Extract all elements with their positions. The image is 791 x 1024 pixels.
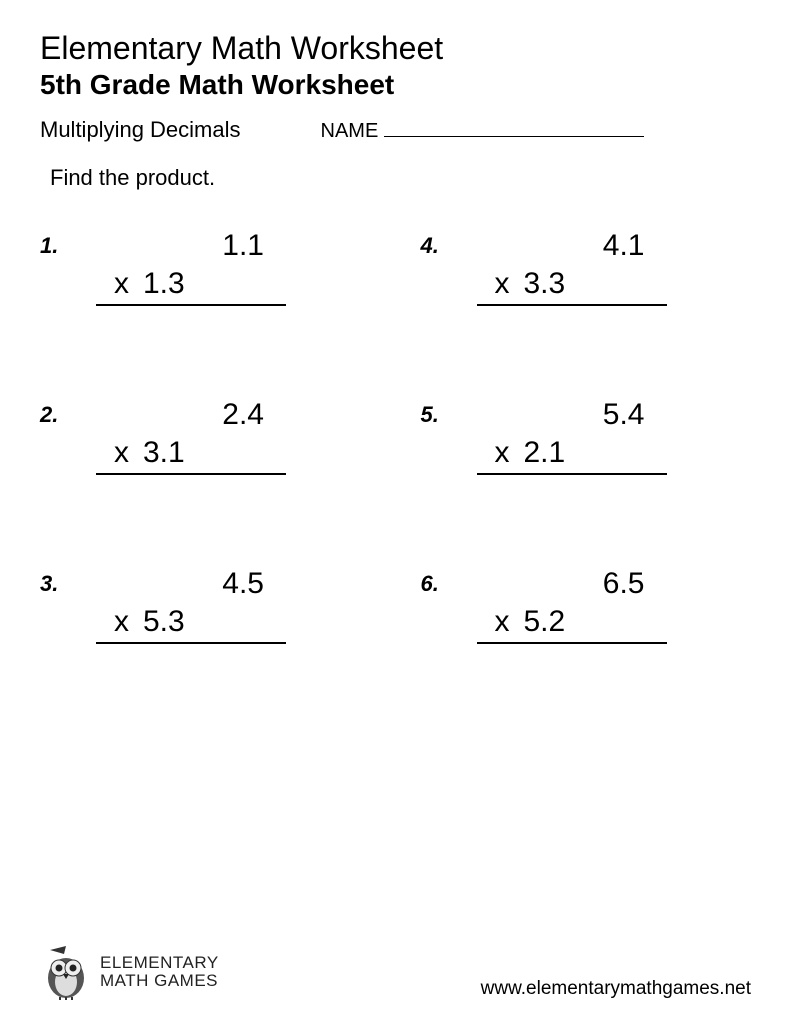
multiply-symbol: x [114, 265, 129, 303]
problem-number: 3. [40, 565, 96, 597]
multiply-symbol: x [495, 434, 510, 472]
problem-body: 6.5 x 5.2 [477, 565, 667, 644]
operand-bottom: 2.1 [524, 434, 566, 472]
problem-number: 5. [421, 396, 477, 428]
problem-number: 2. [40, 396, 96, 428]
problem-3: 3. 4.5 x 5.3 [40, 565, 361, 644]
owl-icon [40, 944, 92, 1000]
operand-bottom-row: x 2.1 [477, 434, 667, 476]
problem-body: 2.4 x 3.1 [96, 396, 286, 475]
problem-2: 2. 2.4 x 3.1 [40, 396, 361, 475]
logo-line-2: MATH GAMES [100, 972, 219, 990]
operand-top: 4.5 [96, 565, 286, 603]
operand-bottom-row: x 5.3 [96, 603, 286, 645]
instruction-text: Find the product. [50, 165, 751, 191]
footer-logo: ELEMENTARY MATH GAMES [40, 944, 219, 1000]
problem-body: 4.5 x 5.3 [96, 565, 286, 644]
operand-top: 2.4 [96, 396, 286, 434]
problem-6: 6. 6.5 x 5.2 [421, 565, 742, 644]
operand-bottom-row: x 3.1 [96, 434, 286, 476]
problems-grid: 1. 1.1 x 1.3 2. 2.4 x 3.1 3. 4.5 x 5.3 [40, 227, 751, 644]
operand-bottom: 3.1 [143, 434, 185, 472]
page-title-sub: 5th Grade Math Worksheet [40, 69, 751, 101]
operand-top: 5.4 [477, 396, 667, 434]
problem-1: 1. 1.1 x 1.3 [40, 227, 361, 306]
multiply-symbol: x [495, 265, 510, 303]
operand-bottom-row: x 1.3 [96, 265, 286, 307]
topic-row: Multiplying Decimals NAME [40, 117, 751, 143]
problem-body: 1.1 x 1.3 [96, 227, 286, 306]
topic-label: Multiplying Decimals [40, 117, 241, 143]
problem-number: 1. [40, 227, 96, 259]
operand-top: 4.1 [477, 227, 667, 265]
problem-body: 5.4 x 2.1 [477, 396, 667, 475]
operand-top: 1.1 [96, 227, 286, 265]
problem-5: 5. 5.4 x 2.1 [421, 396, 742, 475]
logo-line-1: ELEMENTARY [100, 954, 219, 972]
multiply-symbol: x [114, 434, 129, 472]
operand-top: 6.5 [477, 565, 667, 603]
operand-bottom: 3.3 [524, 265, 566, 303]
problem-4: 4. 4.1 x 3.3 [421, 227, 742, 306]
name-label: NAME [321, 120, 379, 143]
name-input-line[interactable] [384, 117, 644, 137]
problem-body: 4.1 x 3.3 [477, 227, 667, 306]
operand-bottom: 5.3 [143, 603, 185, 641]
problem-number: 4. [421, 227, 477, 259]
operand-bottom: 5.2 [524, 603, 566, 641]
operand-bottom-row: x 3.3 [477, 265, 667, 307]
operand-bottom: 1.3 [143, 265, 185, 303]
footer-url: www.elementarymathgames.net [481, 978, 751, 1000]
logo-text: ELEMENTARY MATH GAMES [100, 954, 219, 990]
page-title-main: Elementary Math Worksheet [40, 30, 751, 67]
page-footer: ELEMENTARY MATH GAMES www.elementarymath… [40, 944, 751, 1000]
multiply-symbol: x [495, 603, 510, 641]
operand-bottom-row: x 5.2 [477, 603, 667, 645]
problem-number: 6. [421, 565, 477, 597]
multiply-symbol: x [114, 603, 129, 641]
